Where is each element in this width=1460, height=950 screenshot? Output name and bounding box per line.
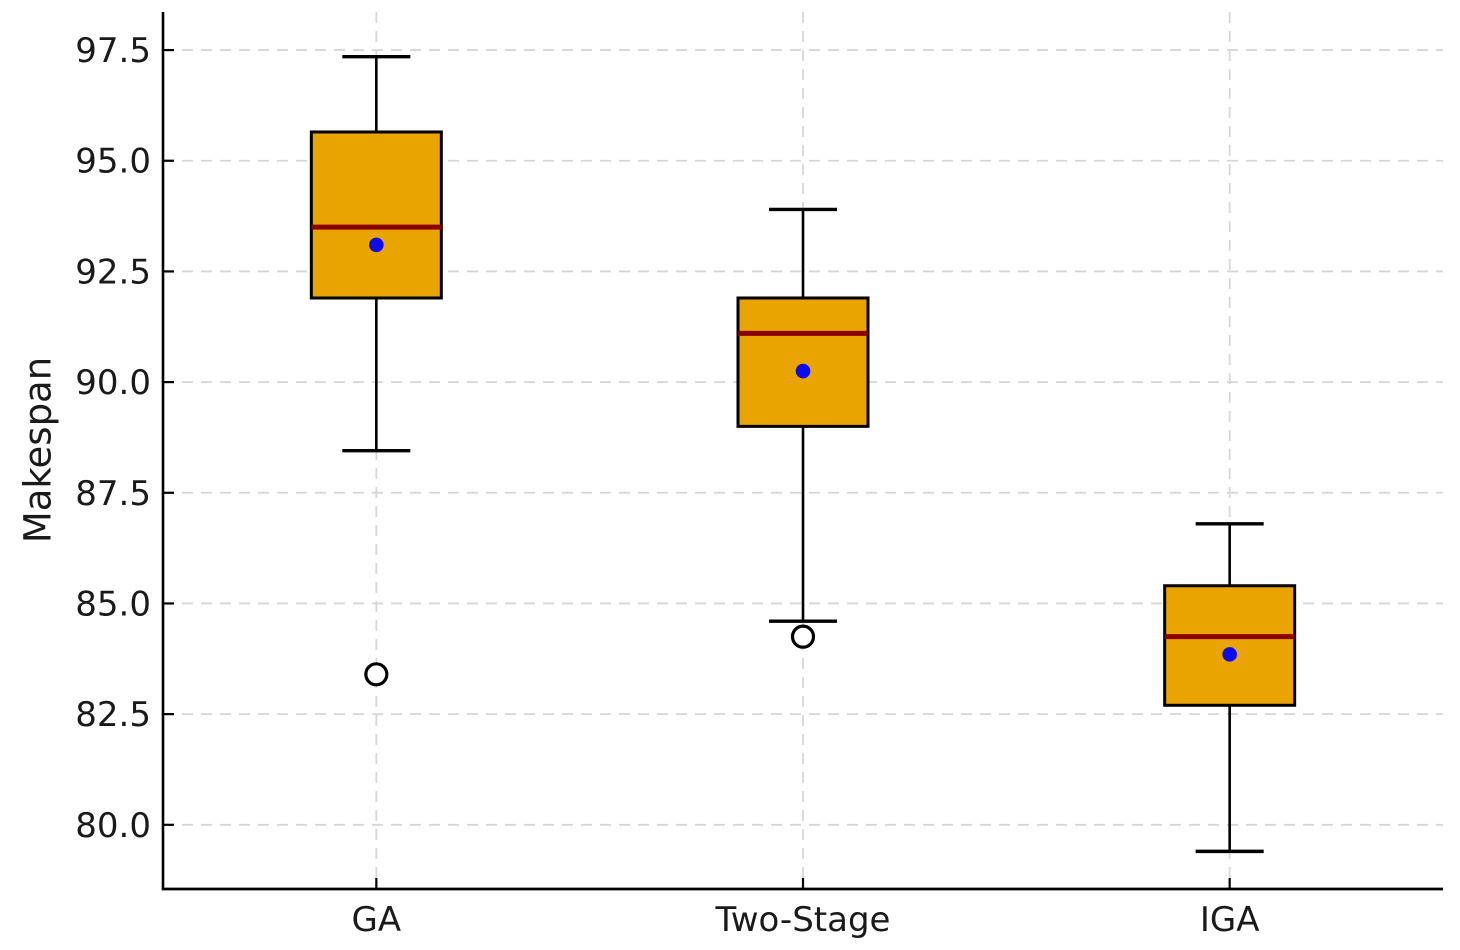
x-tick-label: GA (352, 900, 402, 940)
mean-dot (1222, 647, 1237, 662)
y-tick-label: 92.5 (75, 252, 151, 292)
x-tick-label: IGA (1200, 900, 1260, 940)
y-tick-label: 85.0 (75, 584, 151, 624)
mean-dot (795, 363, 811, 379)
outlier-marker (790, 624, 816, 649)
y-tick-label: 82.5 (75, 695, 151, 735)
x-tick-label: Two-Stage (715, 900, 891, 940)
outlier-marker (364, 662, 389, 687)
mean-dot (369, 237, 384, 253)
y-tick-label: 87.5 (75, 474, 151, 514)
y-tick-label: 90.0 (75, 363, 151, 403)
y-tick-label: 95.0 (75, 142, 151, 182)
iqr-box (736, 296, 870, 428)
y-tick-label: 80.0 (75, 806, 151, 846)
y-tick-label: 97.5 (75, 31, 151, 71)
y-axis-label: Makespan (16, 356, 60, 544)
iqr-box (1163, 584, 1297, 707)
iqr-box (309, 130, 443, 300)
